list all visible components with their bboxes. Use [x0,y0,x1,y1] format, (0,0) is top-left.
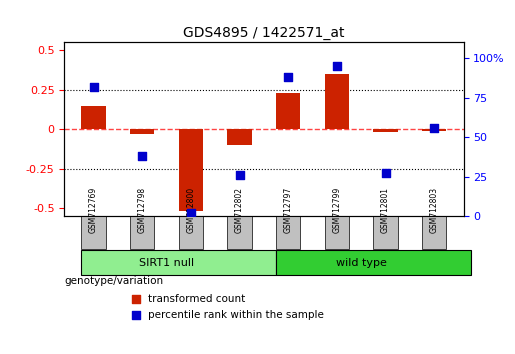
Text: GSM712798: GSM712798 [138,187,147,233]
FancyBboxPatch shape [228,216,252,249]
Point [333,63,341,69]
Text: GSM712797: GSM712797 [284,186,293,233]
Text: GSM712803: GSM712803 [430,187,439,233]
Bar [228,129,252,145]
Bar [130,129,154,134]
FancyBboxPatch shape [81,250,276,275]
Bar [81,105,106,129]
FancyBboxPatch shape [276,250,471,275]
FancyBboxPatch shape [276,216,300,249]
Point [235,172,244,178]
FancyBboxPatch shape [373,216,398,249]
Text: percentile rank within the sample: percentile rank within the sample [148,310,324,320]
Point [187,210,195,216]
FancyBboxPatch shape [81,216,106,249]
Point [90,84,98,90]
FancyBboxPatch shape [325,216,349,249]
Title: GDS4895 / 1422571_at: GDS4895 / 1422571_at [183,26,345,40]
Text: GSM712801: GSM712801 [381,187,390,233]
FancyBboxPatch shape [422,216,447,249]
Text: transformed count: transformed count [148,294,246,304]
Point [138,153,146,159]
Text: SIRT1 null: SIRT1 null [139,258,194,268]
Point [284,74,293,80]
Bar [325,74,349,129]
FancyBboxPatch shape [179,216,203,249]
Bar [422,129,447,131]
Text: GSM712802: GSM712802 [235,187,244,233]
FancyBboxPatch shape [130,216,154,249]
Point [382,171,390,176]
Point [430,125,438,131]
Text: genotype/variation: genotype/variation [64,276,163,286]
Bar [373,129,398,132]
Text: GSM712800: GSM712800 [186,187,195,233]
Bar [179,129,203,211]
Text: GSM712799: GSM712799 [333,186,341,233]
Text: wild type: wild type [336,258,387,268]
Bar [276,93,300,129]
Text: GSM712769: GSM712769 [89,186,98,233]
